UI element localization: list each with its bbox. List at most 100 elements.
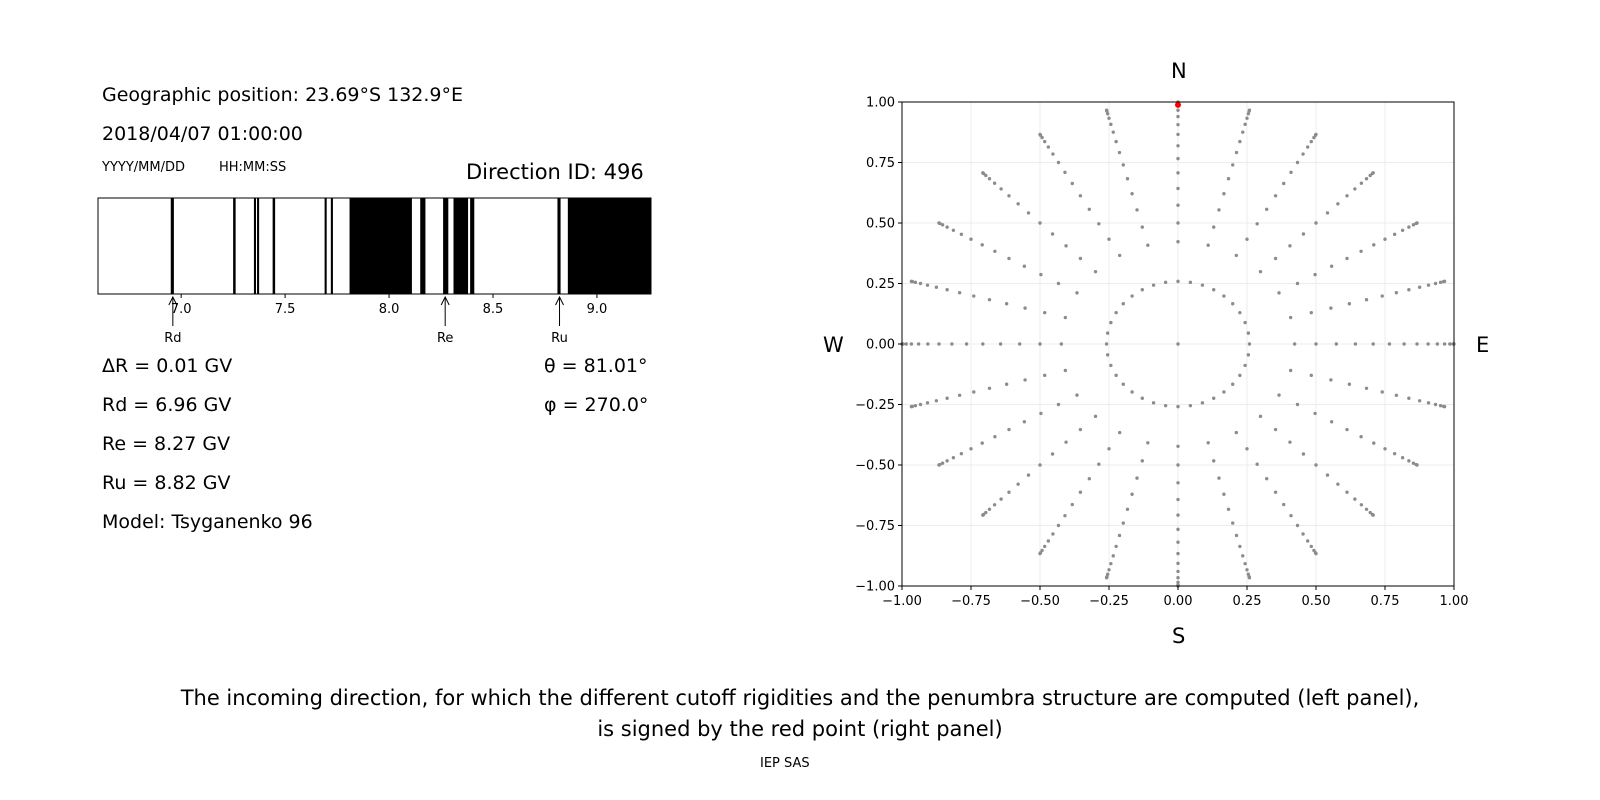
penumbra-frame (97, 197, 652, 295)
direction-point (1368, 510, 1372, 515)
direction-point (1433, 402, 1438, 407)
direction-point (1282, 181, 1286, 186)
direction-point (1246, 572, 1251, 576)
direction-point (1314, 132, 1318, 137)
direction-point (1353, 497, 1357, 501)
direction-point (1438, 403, 1443, 408)
direction-point (904, 342, 908, 346)
x-tick-label: 8.0 (379, 302, 400, 317)
direction-point (1063, 315, 1068, 320)
x-tick-label: 7.5 (275, 302, 296, 317)
direction-point (1314, 342, 1318, 346)
direction-point (987, 177, 992, 181)
direction-point (1146, 441, 1150, 445)
direction-point (1016, 202, 1020, 206)
direction-point (1222, 294, 1226, 298)
direction-point (1222, 390, 1226, 394)
forbidden-band (330, 198, 333, 294)
direction-point (1114, 544, 1118, 549)
direction-point (1383, 237, 1387, 241)
forbidden-band (420, 198, 426, 294)
forbidden-band (253, 198, 256, 294)
direction-point (1075, 393, 1079, 397)
direction-point (999, 497, 1003, 501)
direction-point (993, 434, 997, 439)
direction-point (1243, 320, 1247, 325)
direction-point (951, 228, 956, 232)
direction-points (900, 100, 1456, 588)
direction-point (959, 232, 964, 237)
direction-point (1078, 427, 1083, 432)
direction-point (1176, 497, 1180, 502)
forbidden-band (272, 198, 276, 294)
direction-point (1394, 290, 1399, 295)
direction-point (1305, 539, 1310, 543)
direction-point (1064, 244, 1068, 248)
y-tick-label: −0.50 (855, 459, 895, 474)
direction-point (1105, 112, 1110, 116)
marker-arrowhead (168, 295, 178, 306)
direction-point (1176, 527, 1180, 532)
direction-point (1056, 281, 1061, 286)
date-format-label: YYYY/MM/DD (102, 160, 185, 175)
x-tick-label: 8.5 (483, 302, 504, 317)
direction-point (1130, 492, 1134, 496)
direction-point (1371, 171, 1375, 175)
datetime: 2018/04/07 01:00:00 (102, 123, 303, 145)
direction-point (1241, 130, 1245, 134)
direction-point (1151, 401, 1156, 405)
direction-point (913, 403, 918, 408)
direction-point (1345, 427, 1349, 432)
direction-point (1247, 108, 1252, 112)
direction-point (1176, 463, 1180, 467)
direction-point (1043, 373, 1047, 378)
direction-point (1359, 181, 1364, 185)
direction-point (1426, 342, 1430, 346)
direction-point (1372, 243, 1376, 247)
direction-point (1130, 390, 1134, 394)
direction-point (1292, 342, 1297, 346)
direction-point (1087, 207, 1091, 211)
x-tick-label: 1.00 (1440, 594, 1469, 609)
direction-point (1241, 554, 1245, 558)
direction-point (1212, 396, 1216, 400)
direction-point (1402, 342, 1406, 346)
direction-point (1288, 368, 1293, 373)
direction-point (1295, 160, 1300, 165)
direction-point (1372, 441, 1376, 445)
direction-point (1329, 264, 1334, 268)
direction-point (1064, 440, 1068, 444)
direction-point (1313, 272, 1317, 277)
direction-point (1353, 187, 1357, 191)
direction-point (1301, 152, 1305, 156)
direction-point (1336, 202, 1340, 206)
direction-point (1313, 411, 1317, 416)
direction-point (1070, 502, 1074, 507)
direction-point (1234, 430, 1239, 435)
direction-point (1273, 490, 1278, 494)
direction-point (1176, 221, 1180, 225)
forbidden-band (557, 198, 561, 294)
direction-point (987, 298, 992, 302)
direction-point (1163, 280, 1168, 285)
direction-point (1217, 208, 1221, 212)
direction-point (1104, 108, 1109, 112)
direction-point (1438, 280, 1443, 285)
marker-label-ru: Ru (551, 331, 568, 346)
direction-point (1246, 353, 1251, 357)
direction-point (1078, 194, 1083, 198)
direction-point (1234, 253, 1239, 258)
direction-point (945, 459, 949, 463)
time-format-label: HH:MM:SS (219, 160, 287, 175)
direction-point (1038, 132, 1042, 137)
direction-point (934, 399, 939, 403)
direction-point (937, 221, 941, 225)
direction-point (1387, 342, 1392, 346)
direction-point (1176, 203, 1180, 207)
direction-point (1301, 532, 1305, 536)
direction-point (1289, 513, 1293, 518)
direction-point (1023, 378, 1027, 382)
direction-point (1442, 342, 1447, 346)
direction-point (1140, 396, 1144, 400)
